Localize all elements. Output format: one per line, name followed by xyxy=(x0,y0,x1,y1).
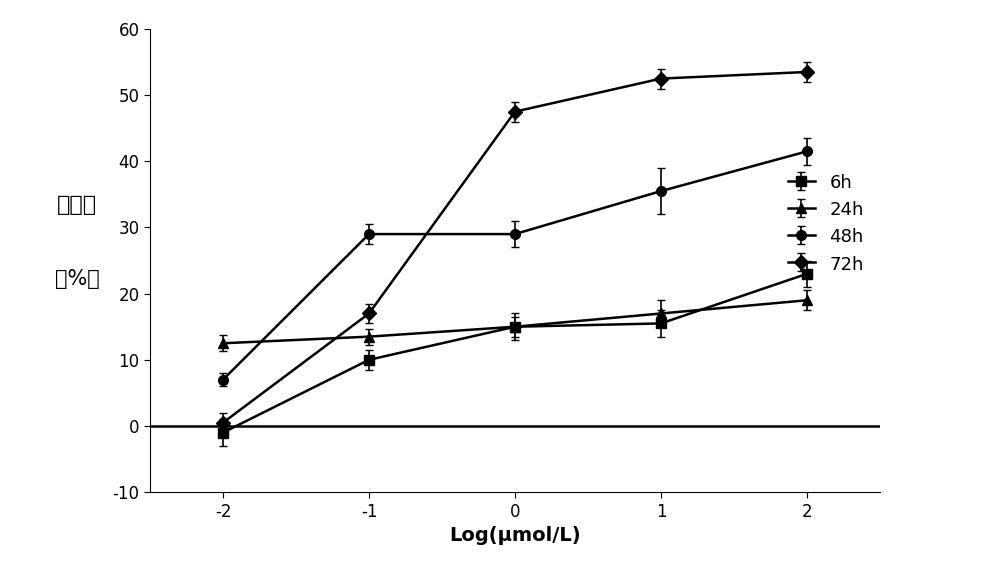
Text: （%）: （%） xyxy=(55,269,99,289)
X-axis label: Log(μmol/L): Log(μmol/L) xyxy=(449,526,581,545)
Legend: 6h, 24h, 48h, 72h: 6h, 24h, 48h, 72h xyxy=(781,166,871,281)
Text: 抑制率: 抑制率 xyxy=(57,195,97,215)
